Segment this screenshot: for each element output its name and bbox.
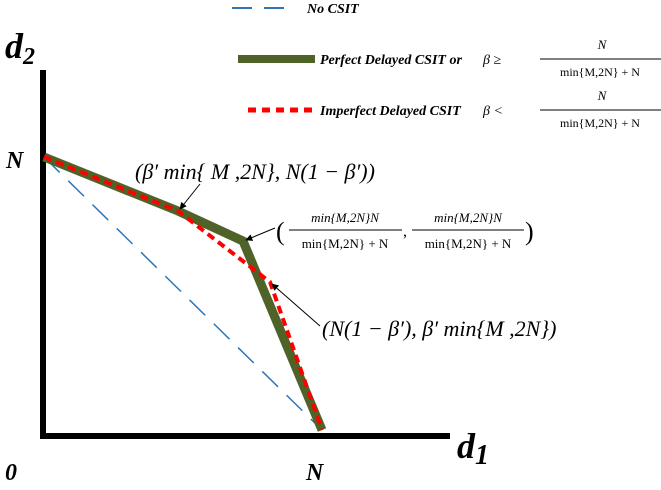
legend-no-csit-label: No CSIT	[306, 2, 360, 17]
region-curves	[42, 152, 327, 432]
perfect-delayed-csit-curve	[42, 152, 327, 432]
legend-perfect-frac-den: min{M,2N} + N	[560, 65, 640, 79]
legend-imperfect-condition: β <	[482, 104, 503, 119]
corner-point-2-paren-close: )	[525, 217, 534, 246]
imperfect-delayed-csit-curve	[43, 155, 324, 431]
corner-point-3-label: (N(1 − β′), β′ min{M ,2N})	[322, 316, 556, 341]
legend-imperfect-frac-den: min{M,2N} + N	[560, 116, 640, 130]
legend-perfect-frac-num: N	[597, 37, 608, 52]
corner-point-3-arrow	[271, 283, 321, 327]
legend-perfect-label: Perfect Delayed CSIT or	[320, 53, 462, 68]
legend-perfect-condition: β ≥	[482, 53, 501, 68]
x-axis-label: d1	[457, 426, 489, 471]
axes: d2 d1 0 N N	[5, 26, 489, 486]
annotations: (β′ min{ M ,2N}, N(1 − β′)) ( min{M,2N}N…	[135, 159, 556, 341]
corner-point-2-comma: ,	[403, 223, 407, 240]
corner-point-2-label: ( min{M,2N}N min{M,2N} + N , min{M,2N}N …	[276, 210, 534, 251]
legend-imperfect-label: Imperfect Delayed CSIT	[319, 104, 462, 119]
y-tick-n: N	[5, 148, 25, 174]
corner-point-1-label: (β′ min{ M ,2N}, N(1 − β′))	[135, 159, 375, 184]
corner-point-2-arrow	[245, 227, 276, 241]
corner-point-2-den-b: min{M,2N} + N	[425, 236, 512, 251]
no-csit-line	[43, 156, 323, 431]
x-tick-n: N	[305, 460, 325, 486]
origin-label: 0	[5, 460, 17, 486]
corner-point-2-den-a: min{M,2N} + N	[302, 236, 389, 251]
corner-point-1-arrow	[179, 183, 201, 210]
corner-point-2-num-b: min{M,2N}N	[434, 210, 503, 225]
corner-point-2-paren-open: (	[276, 217, 285, 246]
legend: No CSIT Perfect Delayed CSIT or β ≥ N mi…	[232, 2, 661, 130]
corner-point-2-num-a: min{M,2N}N	[311, 210, 380, 225]
legend-imperfect-frac-num: N	[597, 88, 608, 103]
y-axis-label: d2	[5, 26, 35, 70]
